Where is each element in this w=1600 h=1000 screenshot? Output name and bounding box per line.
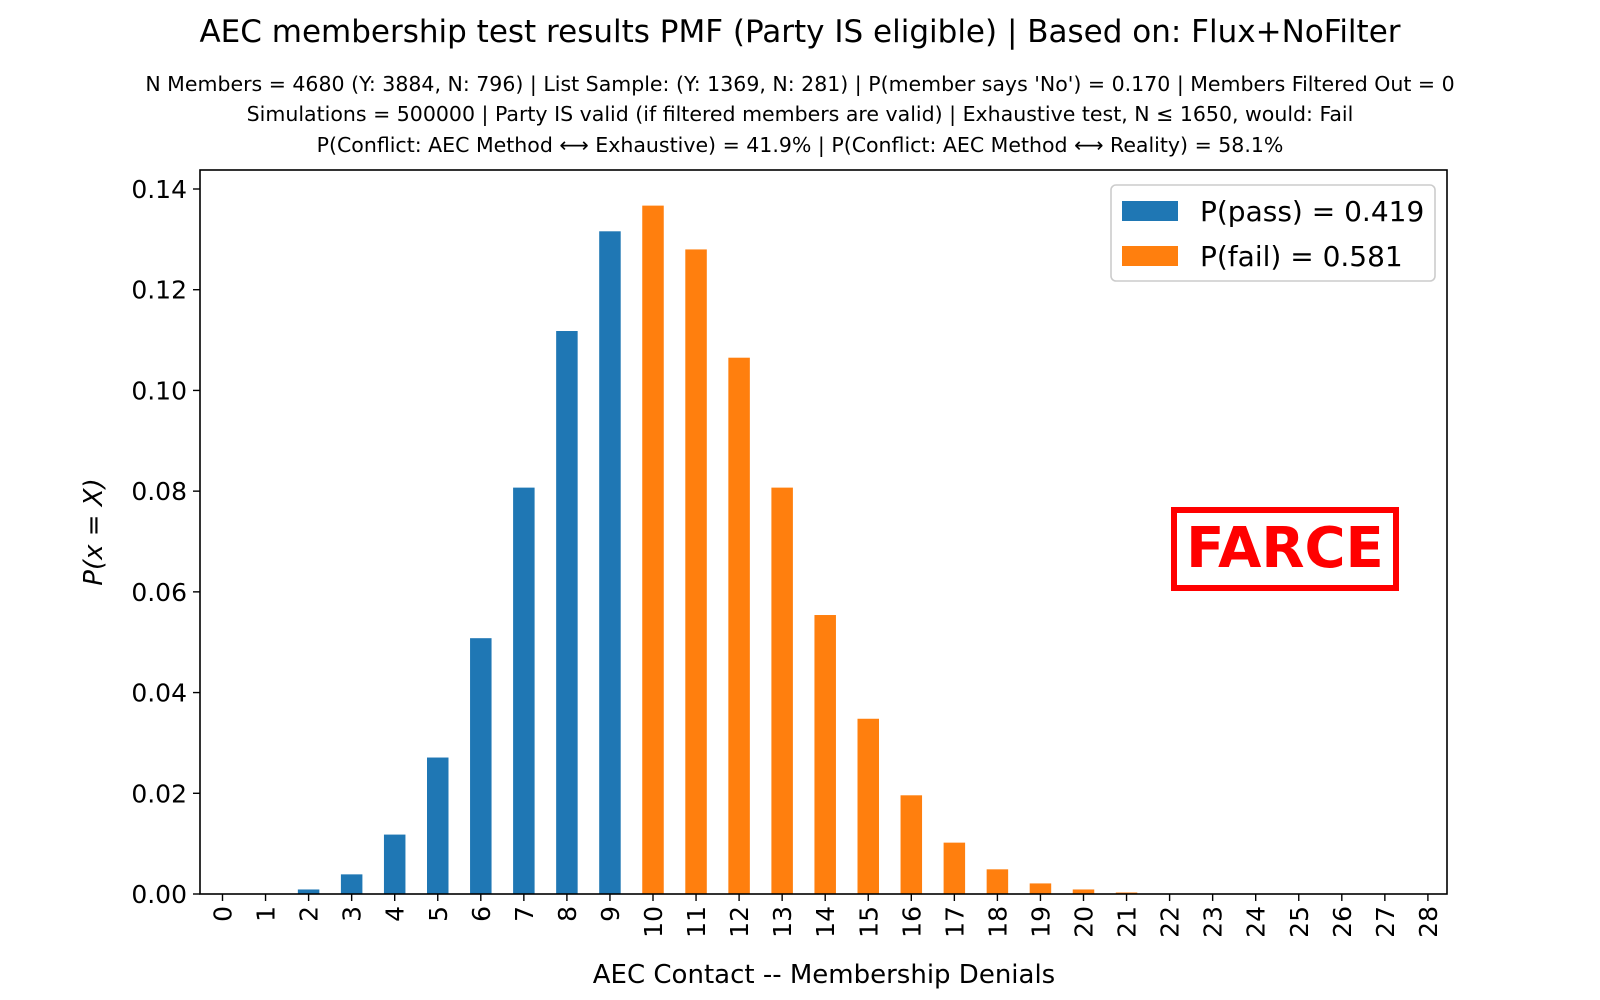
bar-13 xyxy=(771,487,793,894)
x-tick-label-17: 17 xyxy=(940,906,969,938)
x-tick-label-15: 15 xyxy=(854,906,883,938)
legend-label-fail: P(fail) = 0.581 xyxy=(1200,240,1403,273)
y-tick-label-0.08: 0.08 xyxy=(131,477,187,506)
x-axis: 0 1 2 3 4 5 6 7 8 9 10 11 12 13 14 15 16 17 18 19 20 21 22 23 24… xyxy=(209,894,1443,938)
y-tick-label-0.10: 0.10 xyxy=(131,376,187,405)
legend-swatch-pass xyxy=(1122,201,1178,221)
bar-5 xyxy=(427,757,449,894)
x-tick-label-13: 13 xyxy=(768,906,797,938)
bar-9 xyxy=(599,231,621,895)
x-tick-label-2: 2 xyxy=(295,906,324,922)
farce-stamp: FARCE xyxy=(1171,507,1399,591)
bar-4 xyxy=(383,834,406,894)
x-tick-label-6: 6 xyxy=(467,906,496,922)
x-tick-label-25: 25 xyxy=(1285,906,1314,938)
legend-label-pass: P(pass) = 0.419 xyxy=(1200,195,1424,228)
x-tick-label-9: 9 xyxy=(596,906,625,922)
bar-19 xyxy=(1029,883,1052,894)
bar-2 xyxy=(297,889,320,894)
chart-subtitle-line-2: Simulations = 500000 | Party IS valid (i… xyxy=(246,102,1354,126)
y-tick-label-0.12: 0.12 xyxy=(131,276,187,305)
bar-12 xyxy=(728,357,750,894)
bar-10 xyxy=(642,205,664,894)
bar-20 xyxy=(1072,889,1095,894)
plot-frame xyxy=(199,169,1448,895)
bar-11 xyxy=(685,249,707,894)
y-tick-label-0.04: 0.04 xyxy=(131,679,187,708)
chart-subtitle-line-3: P(Conflict: AEC Method ⟷ Exhaustive) = 4… xyxy=(316,133,1284,157)
legend-box xyxy=(1110,184,1436,282)
y-tick-label-0.06: 0.06 xyxy=(131,578,187,607)
y-axis: 0.00 0.02 0.04 0.06 0.08 0.10 0.12 0.14 xyxy=(131,175,200,909)
bars-group xyxy=(254,205,1181,895)
x-tick-label-4: 4 xyxy=(381,906,410,922)
y-tick-label-0.00: 0.00 xyxy=(131,880,187,909)
x-tick-label-21: 21 xyxy=(1113,906,1142,938)
bar-14 xyxy=(814,615,836,894)
legend-swatch-fail xyxy=(1122,246,1178,266)
x-tick-label-12: 12 xyxy=(725,906,754,938)
bar-7 xyxy=(513,487,535,894)
x-tick-label-28: 28 xyxy=(1414,906,1443,938)
bar-16 xyxy=(900,795,923,894)
x-tick-label-1: 1 xyxy=(252,906,281,922)
y-tick-label-0.02: 0.02 xyxy=(131,779,187,808)
bar-17 xyxy=(943,842,966,894)
x-tick-label-27: 27 xyxy=(1371,906,1400,938)
x-tick-label-5: 5 xyxy=(424,906,453,922)
bar-15 xyxy=(857,718,879,894)
x-axis-label: AEC Contact -- Membership Denials xyxy=(593,960,1055,990)
bar-8 xyxy=(556,331,578,894)
bar-18 xyxy=(986,869,1009,894)
legend: P(pass) = 0.419 P(fail) = 0.581 xyxy=(1110,184,1436,282)
x-tick-label-16: 16 xyxy=(897,906,926,938)
x-tick-label-8: 8 xyxy=(553,906,582,922)
x-tick-label-24: 24 xyxy=(1242,906,1271,938)
bar-3 xyxy=(340,874,363,894)
x-tick-label-14: 14 xyxy=(811,906,840,938)
x-tick-label-11: 11 xyxy=(682,906,711,938)
x-tick-label-23: 23 xyxy=(1199,906,1228,938)
x-tick-label-19: 19 xyxy=(1026,906,1055,938)
x-tick-label-18: 18 xyxy=(983,906,1012,938)
x-tick-label-22: 22 xyxy=(1156,906,1185,938)
x-tick-label-7: 7 xyxy=(510,906,539,922)
y-tick-label-0.14: 0.14 xyxy=(131,175,187,204)
chart-title: AEC membership test results PMF (Party I… xyxy=(199,14,1401,50)
x-tick-label-20: 20 xyxy=(1070,906,1099,938)
y-axis-label: P(x = X) xyxy=(79,478,109,585)
x-tick-label-26: 26 xyxy=(1328,906,1357,938)
x-tick-label-10: 10 xyxy=(639,906,668,938)
farce-stamp-border xyxy=(1171,507,1399,591)
chart-subtitle-line-1: N Members = 4680 (Y: 3884, N: 796) | Lis… xyxy=(145,72,1455,96)
farce-stamp-text: FARCE xyxy=(1186,516,1384,581)
x-tick-label-3: 3 xyxy=(338,906,367,922)
x-tick-label-0: 0 xyxy=(209,906,238,922)
bar-6 xyxy=(470,638,492,894)
